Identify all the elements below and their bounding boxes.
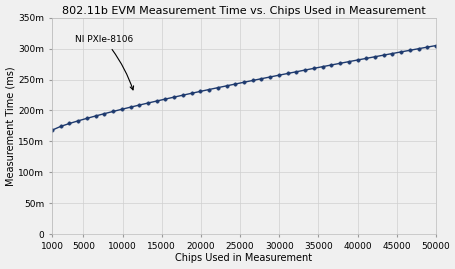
X-axis label: Chips Used in Measurement: Chips Used in Measurement [175, 253, 312, 263]
Text: NI PXIe-8106: NI PXIe-8106 [76, 36, 133, 90]
Y-axis label: Measurement Time (ms): Measurement Time (ms) [5, 66, 15, 186]
Title: 802.11b EVM Measurement Time vs. Chips Used in Measurement: 802.11b EVM Measurement Time vs. Chips U… [62, 6, 425, 16]
